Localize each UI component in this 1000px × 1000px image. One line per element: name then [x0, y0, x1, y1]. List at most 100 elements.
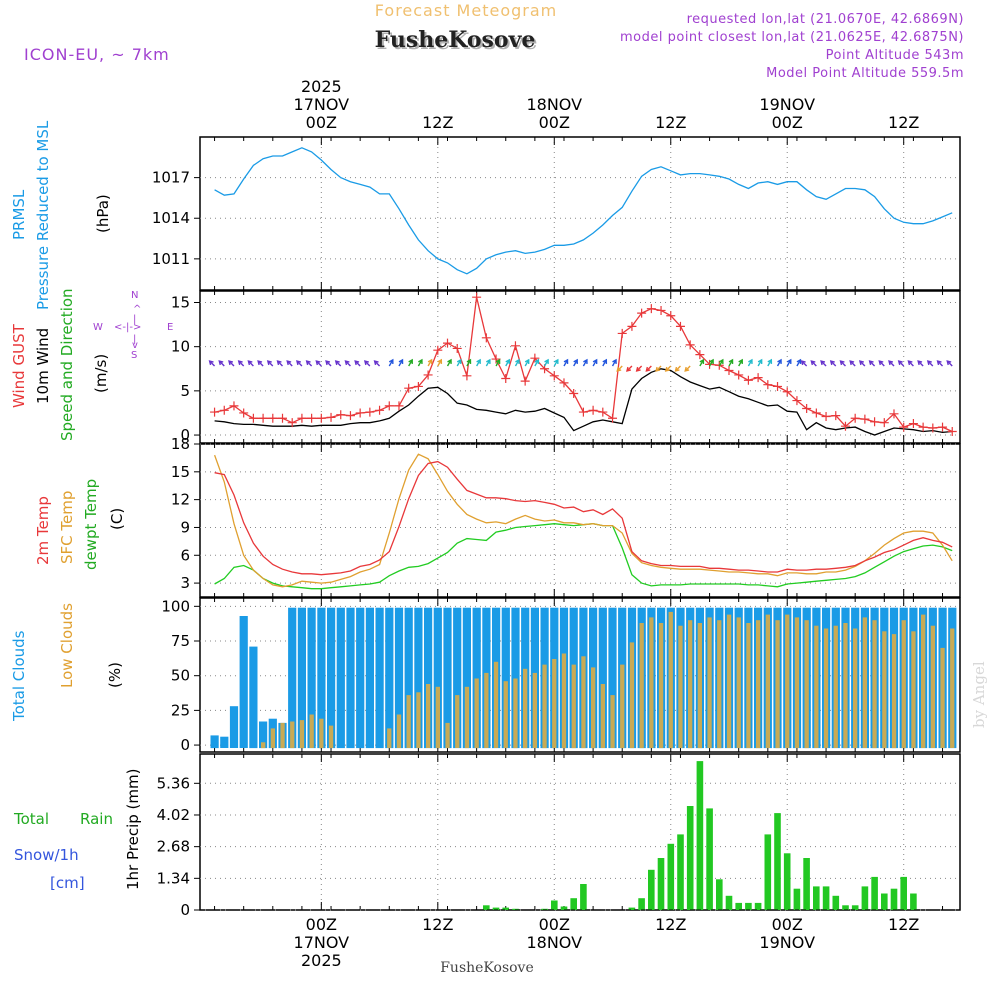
label-rain: Rain	[80, 810, 113, 828]
label-low-clouds: Low Clouds	[58, 603, 76, 688]
rain-bar	[560, 906, 568, 910]
rain-bar	[716, 879, 723, 910]
wind-arrow-icon	[363, 360, 371, 367]
gust-marker	[433, 345, 443, 355]
wind-arrow-icon	[829, 360, 837, 367]
wind-arrow-icon	[664, 365, 672, 372]
label-precip-unit: 1hr Precip (mm)	[124, 769, 142, 890]
wind-arrow-icon	[563, 358, 569, 367]
rain-bar	[677, 834, 684, 910]
gust-marker	[229, 401, 239, 411]
low-cloud-bar	[882, 631, 887, 749]
gust-marker	[879, 418, 889, 428]
gust-marker	[248, 413, 258, 423]
wind-arrow-icon	[334, 360, 342, 367]
wind-arrow-icon	[325, 360, 332, 367]
watermark: by Angel	[970, 661, 988, 728]
label-sfc-temp: SFC Temp	[58, 491, 76, 564]
gust-marker	[870, 417, 880, 427]
rain-bar	[783, 853, 791, 910]
gust-marker	[608, 413, 618, 423]
label-2m-temp: 2m Temp	[34, 496, 52, 565]
total-cloud-bar	[220, 736, 229, 748]
low-cloud-bar	[814, 625, 819, 748]
gust-marker	[821, 411, 831, 421]
y-tick-label-4-2: 2.68	[157, 838, 190, 856]
label-speed-direction: Speed and Direction	[58, 288, 76, 441]
low-cloud-bar	[290, 721, 295, 749]
rain-bar	[774, 813, 781, 910]
gust-marker	[326, 412, 336, 422]
total-cloud-bar	[608, 607, 617, 749]
gust-marker	[734, 370, 744, 380]
compass-s: S	[131, 350, 137, 361]
label-snow: Snow/1h	[14, 846, 79, 864]
low-cloud-bar	[426, 684, 431, 748]
total-cloud-bar	[414, 607, 423, 749]
rain-bar	[541, 908, 548, 910]
low-cloud-bar	[513, 678, 518, 749]
top-date-label-0: 17NOV	[294, 95, 350, 114]
total-cloud-bar	[394, 607, 404, 749]
gust-marker	[578, 407, 588, 417]
wind-arrow-icon	[796, 358, 802, 367]
low-cloud-bar	[416, 692, 421, 748]
gust-marker	[219, 405, 229, 415]
gust-marker	[938, 422, 948, 432]
wind-arrow-icon	[505, 358, 511, 367]
wind-arrow-icon	[684, 365, 691, 372]
wind-arrow-icon	[247, 360, 254, 367]
compass-icon: N W E S <-|-> ^ | | v	[93, 290, 173, 361]
label-pressure-msl: Pressure Reduced to MSL	[34, 120, 52, 310]
wind-arrow-icon	[718, 358, 724, 367]
wind-arrow-icon	[534, 358, 540, 367]
gust-marker	[297, 413, 307, 423]
label-ms: (m/s)	[92, 354, 110, 393]
rain-bar	[502, 907, 509, 910]
wind-arrow-icon	[878, 360, 885, 367]
compass-n: N	[131, 290, 138, 301]
low-cloud-bar	[833, 625, 838, 748]
requested-coords: requested lon,lat (21.0670E, 42.6869N)	[687, 12, 964, 27]
gust-marker	[928, 423, 938, 433]
bottom-year-label-0: 2025	[301, 951, 342, 970]
gust-marker	[375, 405, 385, 415]
total-cloud-bar	[288, 607, 297, 749]
low-cloud-bar	[843, 623, 848, 749]
panel-frame-4	[199, 753, 961, 911]
gust-marker	[773, 381, 783, 391]
wind-arrow-icon	[388, 358, 394, 367]
low-cloud-bar	[804, 620, 809, 749]
bottom-date-label-2: 18NOV	[526, 933, 582, 952]
gust-marker	[443, 338, 453, 348]
wind-arrow-icon	[485, 358, 491, 367]
wind-arrow-icon	[868, 360, 876, 367]
rain-bar	[754, 902, 762, 910]
low-cloud-bar	[891, 634, 897, 749]
wind-arrow-icon	[858, 360, 866, 367]
rain-bar	[890, 888, 898, 910]
total-cloud-bar	[404, 607, 413, 749]
rain-bar	[483, 905, 490, 910]
gust-marker	[627, 321, 637, 331]
gust-marker	[598, 407, 608, 417]
gust-marker	[365, 407, 375, 417]
low-cloud-bar	[532, 672, 537, 748]
low-cloud-bar	[406, 695, 411, 748]
rain-bar	[580, 884, 587, 910]
point-altitude: Point Altitude 543m	[826, 48, 964, 63]
gust-marker	[637, 308, 647, 318]
low-cloud-bar	[600, 684, 605, 748]
rain-bar	[745, 902, 752, 910]
rain-bar	[512, 908, 519, 910]
gust-marker	[394, 401, 404, 411]
gust-marker	[753, 373, 763, 383]
gust-marker	[336, 410, 346, 420]
wind-arrow-icon	[611, 358, 617, 367]
rain-bar	[861, 886, 869, 910]
rain-bar	[813, 886, 820, 910]
wind-arrow-icon	[524, 358, 530, 367]
gust-marker	[413, 381, 423, 391]
top-time-label-5: 12Z	[888, 113, 919, 132]
